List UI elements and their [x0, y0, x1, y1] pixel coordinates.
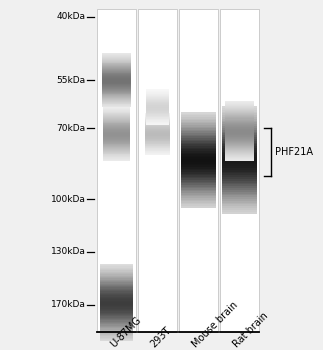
Text: 130kDa: 130kDa [50, 247, 85, 256]
Bar [138, 9, 177, 332]
Text: 40kDa: 40kDa [57, 12, 85, 21]
Bar [179, 9, 218, 332]
Text: PHF21A: PHF21A [275, 147, 313, 157]
Bar [97, 9, 136, 332]
Text: 293T: 293T [149, 325, 173, 349]
Text: 70kDa: 70kDa [56, 124, 85, 133]
Text: 100kDa: 100kDa [50, 195, 85, 204]
Text: 170kDa: 170kDa [50, 301, 85, 309]
Text: Mouse brain: Mouse brain [190, 300, 240, 349]
Text: Rat brain: Rat brain [231, 310, 270, 349]
Text: U-87MG: U-87MG [108, 314, 143, 349]
Bar [220, 9, 259, 332]
Text: 55kDa: 55kDa [56, 76, 85, 85]
